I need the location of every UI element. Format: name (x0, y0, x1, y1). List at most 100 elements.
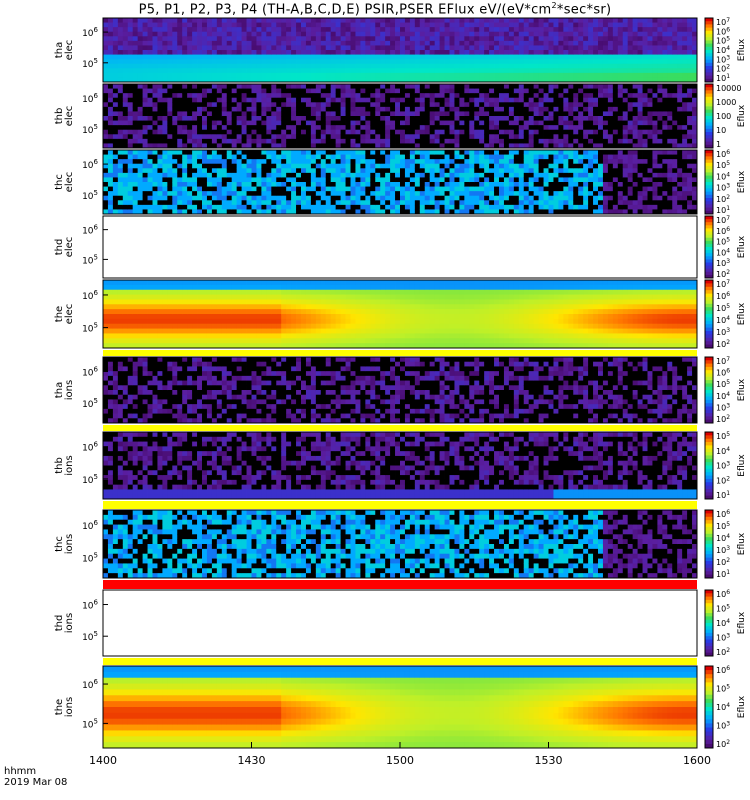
colorbar-tick-label: 103 (716, 721, 730, 731)
colorbar-tick-label: 103 (716, 54, 730, 64)
panel-thb-ions: thb ions 106 105 105 104 103 102 101 Eflux (54, 431, 747, 500)
colorbar-tick-label: 105 (716, 36, 730, 46)
colorbar-tick-label: 101 (716, 205, 730, 215)
y-tick-label: 105 (82, 717, 98, 730)
colorbar-tick-label: 105 (716, 303, 730, 313)
colorbar-label: Eflux (737, 170, 747, 193)
y-label: elec (64, 237, 75, 258)
colorbar-tick-label: 103 (716, 327, 730, 337)
y-label: thb (54, 457, 65, 474)
colorbar-tick-label: 102 (716, 269, 730, 279)
colorbar-tick-label: 107 (716, 279, 730, 289)
colorbar-tick-label: 102 (716, 475, 730, 485)
y-tick-label: 105 (82, 473, 98, 486)
panel-thd-ions: thd ions 106 105 106 105 104 103 102 Eflux (54, 589, 747, 657)
y-label: the (54, 699, 65, 715)
x-tick-label: 1530 (535, 754, 563, 767)
y-tick-label: 105 (82, 253, 98, 266)
y-tick-label: 105 (82, 57, 98, 70)
colorbar-label: Eflux (737, 378, 747, 401)
colorbar-tick-label: 107 (716, 17, 730, 27)
colorbar-tick-label: 10000 (716, 84, 741, 93)
colorbar-tick-label: 102 (716, 647, 730, 657)
colorbar-tick-label: 104 (716, 702, 730, 712)
colorbar-tick-label: 102 (716, 339, 730, 349)
colorbar-the-elec: 107 106 105 104 103 102 Eflux (704, 279, 747, 349)
colorbar-label: Eflux (737, 38, 747, 61)
x-tick-label: 1400 (89, 754, 117, 767)
colorbar-tick-label: 102 (716, 194, 730, 204)
colorbar-tick-label: 103 (716, 402, 730, 412)
y-label: elec (64, 304, 75, 325)
panel-thb-elec: thb elec 106 105 10000 1000 100 10 1 Eflux (54, 83, 747, 149)
colorbar-tick-label: 106 (716, 368, 730, 378)
colorbar-thd-ions: 106 105 104 103 102 Eflux (704, 589, 747, 657)
y-label: tha (54, 42, 65, 58)
y-tick-label: 106 (82, 224, 98, 237)
colorbar-tick-label: 1000 (716, 98, 736, 107)
y-label: elec (64, 106, 75, 127)
y-label: elec (64, 40, 75, 61)
colorbar-tick-label: 105 (716, 379, 730, 389)
panel-the-elec: the elec 106 105 107 106 105 104 103 102 Eflux (54, 279, 747, 349)
y-tick-label: 106 (82, 599, 98, 612)
panel-thc-ions: thc ions 106 105 106 105 104 103 102 101 Eflux (54, 509, 747, 579)
colorbar-tick-label: 103 (716, 183, 730, 193)
colorbar-tick-label: 100 (716, 112, 731, 121)
colorbar-label: Eflux (737, 695, 747, 718)
colorbar-the-ions: 106 105 104 103 102 Eflux (704, 665, 747, 749)
y-label: elec (64, 172, 75, 193)
x-axis-date-label: 2019 Mar 08 (4, 777, 67, 788)
colorbar-label: Eflux (737, 454, 747, 477)
colorbar-thc-ions: 106 105 104 103 102 101 Eflux (704, 509, 747, 579)
y-label: ions (64, 455, 75, 475)
colorbar-tick-label: 103 (716, 633, 730, 643)
colorbar-tick-label: 105 (716, 237, 730, 247)
y-label: ions (64, 613, 75, 633)
y-label: thd (54, 239, 65, 256)
panel-frame (102, 279, 698, 349)
colorbar-tick-label: 106 (716, 589, 730, 599)
colorbar-tick-label: 104 (716, 171, 730, 181)
panel-separator-bar (103, 350, 697, 356)
colorbar-tick-label: 105 (716, 521, 730, 531)
x-tick-label: 1500 (386, 754, 414, 767)
colorbar-tick-label: 102 (716, 64, 730, 74)
y-tick-label: 105 (82, 552, 98, 565)
colorbar-tick-label: 103 (716, 258, 730, 268)
colorbar-tick-label: 104 (716, 533, 730, 543)
colorbar-tick-label: 105 (716, 431, 730, 441)
panel-separator-bar (103, 501, 697, 509)
colorbar-tick-label: 106 (716, 26, 730, 36)
colorbar-tick-label: 103 (716, 461, 730, 471)
colorbar-tick-label: 102 (716, 557, 730, 567)
colorbar-tick-label: 102 (716, 739, 730, 749)
panel-the-ions: the ions 106 105 106 105 104 103 102 Eflux (54, 665, 747, 749)
y-tick-label: 105 (82, 630, 98, 643)
colorbar-thb-ions: 105 104 103 102 101 Eflux (704, 431, 747, 500)
panel-frame (102, 83, 698, 149)
y-label: tha (54, 382, 65, 398)
y-tick-label: 106 (82, 26, 98, 39)
panel-frame (102, 509, 698, 579)
y-label: ions (64, 380, 75, 400)
panel-frame (102, 431, 698, 500)
panel-frame (102, 356, 698, 424)
y-tick-label: 105 (82, 397, 98, 410)
colorbar-tick-label: 106 (716, 291, 730, 301)
panel-frame (102, 215, 698, 279)
colorbar-tick-label: 105 (716, 160, 730, 170)
colorbar-tick-label: 10 (716, 126, 726, 135)
y-label: thc (54, 536, 65, 552)
colorbar-label: Eflux (737, 235, 747, 258)
panel-separator-bar (103, 580, 697, 589)
colorbar-tick-label: 104 (716, 45, 730, 55)
colorbar-label: Eflux (737, 611, 747, 634)
y-tick-label: 105 (82, 189, 98, 202)
colorbar-label: Eflux (737, 104, 747, 127)
y-tick-label: 106 (82, 441, 98, 454)
panel-separator-bar (103, 658, 697, 665)
